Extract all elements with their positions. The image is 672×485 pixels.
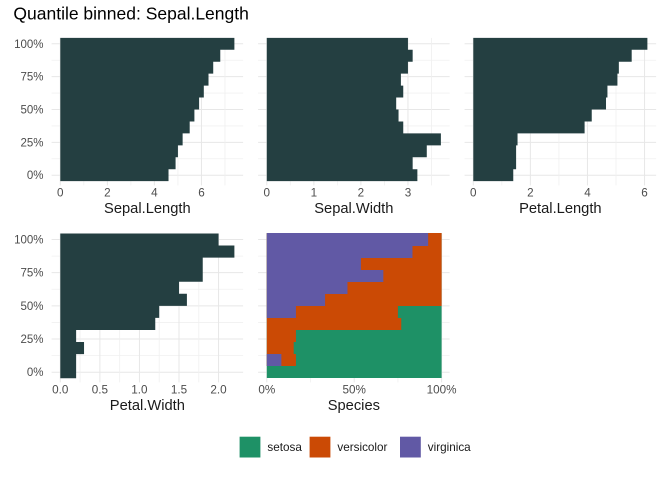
svg-text:25%: 25% bbox=[20, 137, 43, 149]
svg-text:4: 4 bbox=[584, 187, 591, 200]
svg-text:Petal.Width: Petal.Width bbox=[110, 398, 185, 414]
svg-text:75%: 75% bbox=[20, 268, 43, 280]
svg-text:100%: 100% bbox=[14, 39, 43, 51]
svg-text:Quantile binned: Sepal.Length: Quantile binned: Sepal.Length bbox=[13, 4, 248, 24]
svg-text:2: 2 bbox=[358, 187, 365, 200]
svg-text:0: 0 bbox=[470, 187, 477, 200]
svg-text:versicolor: versicolor bbox=[337, 441, 387, 454]
svg-text:1.5: 1.5 bbox=[171, 383, 188, 396]
svg-text:6: 6 bbox=[641, 187, 648, 200]
svg-text:Sepal.Length: Sepal.Length bbox=[104, 201, 191, 217]
svg-text:0.0: 0.0 bbox=[52, 383, 69, 396]
svg-text:1.0: 1.0 bbox=[131, 383, 148, 396]
svg-text:1: 1 bbox=[311, 187, 318, 200]
svg-text:3: 3 bbox=[405, 187, 412, 200]
svg-text:setosa: setosa bbox=[267, 441, 302, 454]
svg-text:Species: Species bbox=[328, 398, 380, 414]
svg-text:0%: 0% bbox=[27, 367, 44, 379]
svg-text:50%: 50% bbox=[342, 383, 365, 396]
svg-text:0%: 0% bbox=[258, 383, 275, 396]
svg-text:4: 4 bbox=[151, 187, 158, 200]
svg-text:25%: 25% bbox=[20, 334, 43, 346]
svg-text:Petal.Length: Petal.Length bbox=[519, 201, 601, 217]
svg-text:100%: 100% bbox=[14, 235, 43, 247]
svg-text:75%: 75% bbox=[20, 72, 43, 84]
svg-text:0.5: 0.5 bbox=[92, 383, 109, 396]
svg-text:Sepal.Width: Sepal.Width bbox=[314, 201, 393, 217]
svg-text:0: 0 bbox=[264, 187, 271, 200]
svg-text:6: 6 bbox=[198, 187, 205, 200]
svg-text:2: 2 bbox=[527, 187, 534, 200]
svg-text:50%: 50% bbox=[20, 301, 43, 313]
svg-text:2.0: 2.0 bbox=[210, 383, 227, 396]
svg-text:virginica: virginica bbox=[428, 441, 471, 454]
svg-text:0: 0 bbox=[57, 187, 64, 200]
svg-text:50%: 50% bbox=[20, 105, 43, 117]
svg-text:100%: 100% bbox=[427, 383, 457, 396]
svg-text:0%: 0% bbox=[27, 170, 44, 182]
svg-text:2: 2 bbox=[104, 187, 111, 200]
